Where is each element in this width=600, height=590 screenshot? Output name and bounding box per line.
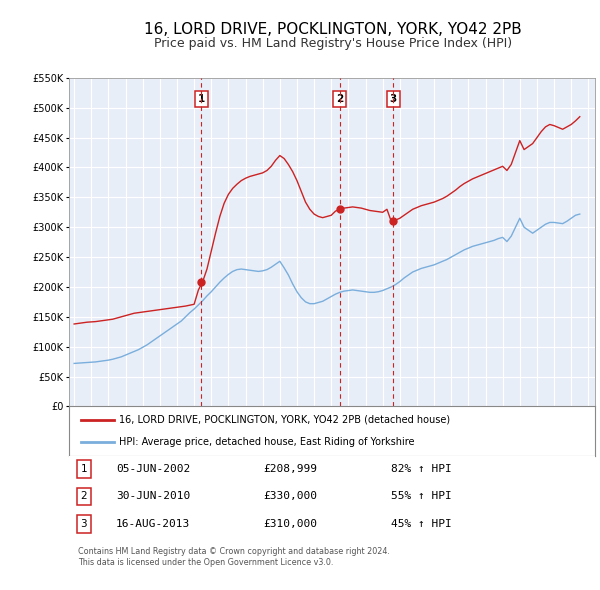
Text: 2: 2 [80, 491, 87, 502]
Text: 16, LORD DRIVE, POCKLINGTON, YORK, YO42 2PB (detached house): 16, LORD DRIVE, POCKLINGTON, YORK, YO42 … [119, 415, 450, 425]
Text: 3: 3 [80, 519, 87, 529]
Text: 16-AUG-2013: 16-AUG-2013 [116, 519, 190, 529]
Text: Contains HM Land Registry data © Crown copyright and database right 2024.
This d: Contains HM Land Registry data © Crown c… [79, 548, 391, 567]
Text: £310,000: £310,000 [263, 519, 317, 529]
Text: Price paid vs. HM Land Registry's House Price Index (HPI): Price paid vs. HM Land Registry's House … [154, 37, 512, 50]
Text: 16, LORD DRIVE, POCKLINGTON, YORK, YO42 2PB: 16, LORD DRIVE, POCKLINGTON, YORK, YO42 … [144, 22, 522, 37]
Text: 45% ↑ HPI: 45% ↑ HPI [391, 519, 452, 529]
Text: 3: 3 [389, 94, 397, 104]
Text: £208,999: £208,999 [263, 464, 317, 474]
Text: 55% ↑ HPI: 55% ↑ HPI [391, 491, 452, 502]
Text: 05-JUN-2002: 05-JUN-2002 [116, 464, 190, 474]
Text: 1: 1 [80, 464, 87, 474]
Text: 1: 1 [197, 94, 205, 104]
Text: HPI: Average price, detached house, East Riding of Yorkshire: HPI: Average price, detached house, East… [119, 437, 415, 447]
Text: 82% ↑ HPI: 82% ↑ HPI [391, 464, 452, 474]
Text: 30-JUN-2010: 30-JUN-2010 [116, 491, 190, 502]
Text: £330,000: £330,000 [263, 491, 317, 502]
Text: 2: 2 [336, 94, 343, 104]
